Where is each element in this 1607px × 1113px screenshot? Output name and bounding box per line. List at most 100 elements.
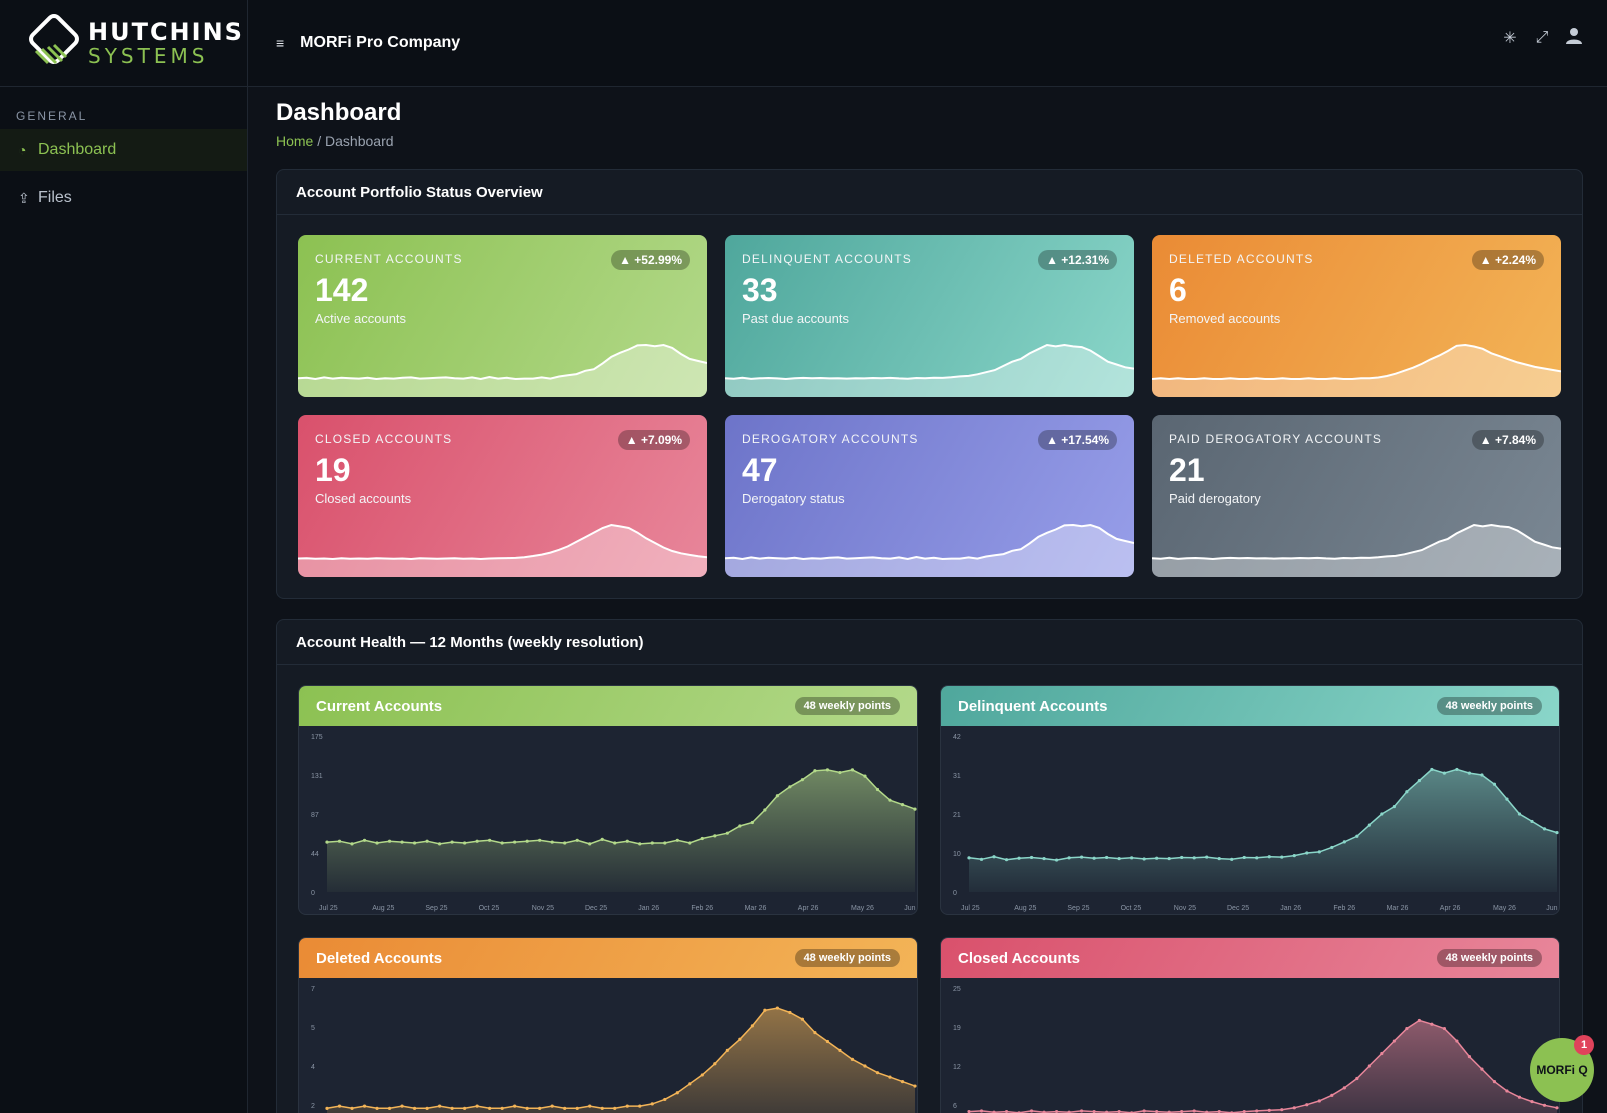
data-point xyxy=(1079,855,1084,859)
data-point xyxy=(813,769,817,773)
x-tick-label: Jan 26 xyxy=(638,905,659,912)
stat-card-delinquent[interactable]: DELINQUENT ACCOUNTS ▲ +12.31% 33 Past du… xyxy=(725,235,1134,397)
data-point xyxy=(1417,778,1421,783)
sparkline xyxy=(725,523,1134,577)
logo[interactable]: HUTCHINS SYSTEMS xyxy=(0,0,247,87)
data-point xyxy=(1280,1108,1284,1112)
data-point xyxy=(1442,771,1447,775)
theme-toggle-icon[interactable]: ✳ xyxy=(1503,29,1517,47)
data-point xyxy=(1305,1103,1309,1107)
data-point xyxy=(588,842,592,846)
data-point xyxy=(387,839,392,843)
data-point xyxy=(1467,1055,1472,1059)
data-point xyxy=(725,831,729,835)
data-point xyxy=(1292,854,1296,858)
data-point xyxy=(325,1106,329,1110)
data-point xyxy=(825,1039,830,1044)
data-point xyxy=(1405,1026,1409,1031)
trend-badge: ▲ +17.54% xyxy=(1038,430,1117,450)
stat-card-subtitle: Past due accounts xyxy=(742,311,849,326)
data-point xyxy=(588,1104,592,1108)
sidebar-item-label: Files xyxy=(38,189,72,206)
series-area xyxy=(327,1008,915,1113)
points-badge: 48 weekly points xyxy=(1436,949,1542,967)
data-point xyxy=(600,837,604,842)
brand-logo-icon xyxy=(29,14,79,65)
y-tick-label: 42 xyxy=(953,734,961,741)
data-point xyxy=(1542,1103,1547,1107)
data-point xyxy=(1305,851,1309,855)
sparkline-line xyxy=(725,343,1134,381)
sparkline-area xyxy=(725,525,1134,577)
data-point xyxy=(1117,1109,1121,1113)
data-point xyxy=(1430,767,1434,772)
menu-toggle-button[interactable]: ≡ xyxy=(276,35,285,51)
y-tick-label: 87 xyxy=(311,812,319,819)
data-point xyxy=(675,838,679,842)
data-point xyxy=(1180,855,1184,860)
overview-panel: Account Portfolio Status Overview CURREN… xyxy=(276,169,1583,599)
series-area xyxy=(327,769,915,892)
data-point xyxy=(738,824,742,828)
stat-card-label: CLOSED ACCOUNTS xyxy=(315,432,453,446)
data-point xyxy=(700,836,704,841)
y-tick-label: 2 xyxy=(311,1103,315,1110)
data-point xyxy=(1092,856,1096,860)
y-tick-label: 21 xyxy=(953,812,961,819)
user-icon[interactable] xyxy=(1565,26,1583,49)
data-point xyxy=(1142,1109,1146,1113)
data-point xyxy=(979,1109,984,1113)
data-point xyxy=(850,768,855,772)
stat-card-derogatory[interactable]: DEROGATORY ACCOUNTS ▲ +17.54% 47 Derogat… xyxy=(725,415,1134,577)
points-badge: 48 weekly points xyxy=(794,949,900,967)
chart-card-current: Current Accounts 48 weekly points 0 44 87 1… xyxy=(298,685,918,915)
breadcrumb-home-link[interactable]: Home xyxy=(276,133,314,149)
data-point xyxy=(538,838,542,842)
data-point xyxy=(813,1030,817,1035)
data-point xyxy=(1330,845,1334,850)
series-line xyxy=(326,1007,916,1110)
fullscreen-icon[interactable]: ⤢ xyxy=(1535,28,1549,46)
data-point xyxy=(1467,771,1472,775)
notification-badge: 1 xyxy=(1574,1035,1594,1055)
data-point xyxy=(788,1010,792,1015)
data-point xyxy=(475,1104,479,1108)
data-point xyxy=(525,1106,529,1110)
data-point xyxy=(1029,1109,1034,1113)
data-point xyxy=(1067,1110,1071,1113)
data-point xyxy=(1017,856,1021,860)
data-point xyxy=(913,807,917,811)
x-tick-label: Oct 25 xyxy=(1121,905,1142,912)
data-point xyxy=(713,1062,717,1066)
data-point xyxy=(1517,1095,1522,1099)
data-point xyxy=(1280,855,1284,859)
stat-card-label: PAID DEROGATORY ACCOUNTS xyxy=(1169,432,1383,446)
data-point xyxy=(525,839,529,843)
data-point xyxy=(967,1109,971,1113)
sparkline xyxy=(1152,343,1561,397)
data-point xyxy=(1380,1051,1384,1056)
stat-card-deleted[interactable]: DELETED ACCOUNTS ▲ +2.24% 6 Removed acco… xyxy=(1152,235,1561,397)
points-badge: 48 weekly points xyxy=(794,697,900,715)
sidebar-item-dashboard[interactable]: ◔ Dashboard xyxy=(0,129,247,171)
data-point xyxy=(1067,856,1071,860)
stat-card-paid-derogatory[interactable]: PAID DEROGATORY ACCOUNTS ▲ +7.84% 21 Pai… xyxy=(1152,415,1561,577)
y-tick-label: 7 xyxy=(311,986,315,993)
stat-card-current[interactable]: CURRENT ACCOUNTS ▲ +52.99% 142 Active ac… xyxy=(298,235,707,397)
data-point xyxy=(1167,1110,1171,1113)
y-tick-label: 5 xyxy=(311,1025,315,1032)
topbar: ≡ MORFi Pro Company ✳ ⤢ xyxy=(248,0,1607,87)
data-point xyxy=(400,1104,404,1108)
stat-card-closed[interactable]: CLOSED ACCOUNTS ▲ +7.09% 19 Closed accou… xyxy=(298,415,707,577)
x-tick-label: May 26 xyxy=(851,905,874,912)
data-point xyxy=(488,838,492,842)
data-point xyxy=(1405,790,1409,794)
sidebar-item-files[interactable]: ⇪ Files xyxy=(0,177,247,219)
data-point xyxy=(1130,856,1134,860)
stat-card-label: CURRENT ACCOUNTS xyxy=(315,252,463,266)
x-tick-label: Jan 26 xyxy=(1280,905,1301,912)
data-point xyxy=(800,1017,805,1021)
data-point xyxy=(1480,773,1484,777)
data-point xyxy=(1155,856,1159,860)
